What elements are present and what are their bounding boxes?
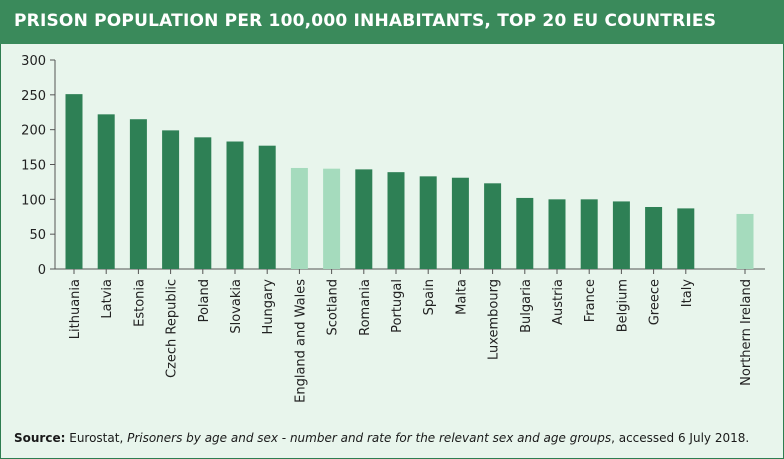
y-tick-label: 100: [21, 193, 46, 208]
chart-title: PRISON POPULATION PER 100,000 INHABITANT…: [14, 11, 717, 31]
bar: [419, 176, 437, 269]
x-tick-label: Estonia: [132, 279, 147, 327]
bar: [290, 167, 308, 269]
bar: [516, 197, 534, 269]
x-tick-label: Czech Republic: [165, 279, 180, 378]
x-tick-label: France: [583, 279, 598, 322]
source-prefix: Eurostat,: [69, 431, 128, 445]
bar: [194, 137, 212, 269]
bar: [548, 199, 566, 269]
x-tick-label: Lithuania: [68, 279, 83, 339]
bar-chart: 0 50 100 150 200 250 300 Lithuania Latvia Estonia…: [21, 54, 765, 403]
x-tick-label: Austria: [551, 279, 566, 325]
bar: [580, 199, 598, 269]
x-tick-label: Scotland: [326, 279, 341, 336]
y-tick-label: 0: [38, 263, 46, 278]
bar: [484, 183, 502, 269]
x-tick-label: Malta: [454, 279, 469, 315]
bar: [677, 208, 695, 269]
y-tick-label: 300: [21, 54, 46, 69]
x-tick-label: Luxembourg: [487, 279, 502, 360]
x-tick-label: Greece: [648, 279, 663, 325]
source-title: Prisoners by age and sex - number and ra…: [127, 431, 612, 445]
x-tick-label: Belgium: [615, 279, 630, 332]
bar: [129, 119, 147, 269]
bar: [97, 114, 115, 269]
bar: [451, 177, 469, 269]
y-tick-label: 200: [21, 124, 46, 139]
bar: [355, 169, 373, 269]
bar: [162, 130, 180, 269]
bar: [226, 141, 244, 269]
x-tick-label: Portugal: [390, 279, 405, 333]
bar: [65, 94, 83, 270]
bar: [258, 145, 276, 269]
source-suffix: , accessed 6 July 2018.: [611, 431, 750, 445]
bar: [645, 206, 663, 269]
y-tick-label: 150: [21, 159, 46, 174]
x-tick-label: Italy: [680, 279, 695, 308]
x-tick-label: Northern Ireland: [739, 279, 754, 386]
source-note: Source: Eurostat, Prisoners by age and s…: [14, 431, 749, 445]
x-tick-label: Romania: [358, 279, 373, 336]
x-tick-label: England and Wales: [293, 279, 308, 403]
y-tick-label: 50: [29, 228, 46, 243]
x-tick-label: Spain: [422, 279, 437, 315]
x-tick-label: Slovakia: [229, 279, 244, 334]
bar: [612, 201, 630, 269]
y-tick-label: 250: [21, 89, 46, 104]
x-tick-label: Poland: [197, 279, 212, 322]
x-tick-label: Latvia: [100, 279, 115, 319]
x-tick-label: Bulgaria: [519, 279, 534, 333]
bar: [736, 213, 754, 269]
x-tick-label: Hungary: [261, 279, 276, 335]
source-label: Source:: [14, 431, 66, 445]
bar: [323, 168, 341, 269]
bar: [387, 172, 405, 269]
chart-header: PRISON POPULATION PER 100,000 INHABITANT…: [0, 0, 784, 44]
